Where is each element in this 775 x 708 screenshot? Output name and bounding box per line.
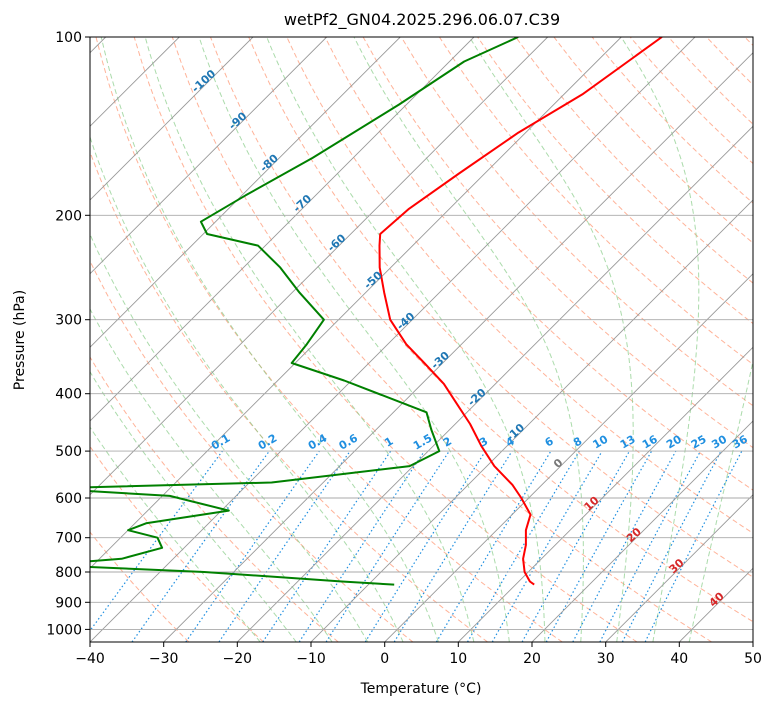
y-tick-label: 800 [55,565,82,581]
mixing-ratio-line [262,450,392,642]
x-tick-label: 20 [523,651,541,667]
mixing-ratio-line [218,450,351,642]
dry-adiabat [400,37,753,407]
isotherm-line [90,37,622,569]
moist-adiabat [90,232,369,642]
isotherm-line [384,273,753,642]
dry-adiabat [90,531,190,642]
isotherms [90,37,753,642]
moist-adiabat [90,135,404,642]
isotherm-line [90,37,401,348]
mixing-ratio-line [521,450,631,642]
mixing-ratio-line [393,450,513,642]
isotherm-line [457,346,753,642]
mixing-ratio-line [545,450,653,642]
moist-adiabat [144,37,475,642]
isotherm-line [90,37,475,422]
isotherm-line [531,420,753,642]
moist-adiabat [620,37,700,642]
moist-adiabat [688,358,753,642]
dry-adiabat [210,37,753,623]
x-tick-label: 50 [744,651,762,667]
y-tick-label: 1000 [46,622,82,638]
y-tick-label: 500 [55,444,82,460]
y-tick-label: 100 [55,30,82,46]
dry-adiabats [90,37,753,642]
mixing-ratio-lines [90,450,743,642]
dewpoint-line [90,37,519,586]
x-tick-label: 0 [380,651,389,667]
y-tick-label: 900 [55,595,82,611]
isotherm-line [90,37,254,201]
dry-adiabat [90,150,488,642]
series-layer [90,37,663,586]
mixing-ratio-line [131,450,270,642]
y-tick-label: 600 [55,491,82,507]
isotherm-line [605,494,753,642]
mixing-ratio-line [572,450,677,642]
isotherm-line [236,125,753,642]
y-tick-label: 700 [55,531,82,547]
plot-frame [89,36,754,643]
dry-adiabat [438,37,753,366]
x-axis-ticks: −40 −30 −20 −10 0 10 20 30 40 50 [75,642,762,667]
y-tick-label: 400 [55,387,82,403]
mixing-ratio-line [298,450,425,642]
x-tick-label: 40 [670,651,688,667]
mixing-ratio-line [185,450,320,642]
x-axis-label: Temperature (°C) [360,681,482,697]
x-tick-label: 10 [449,651,467,667]
dry-adiabat [248,37,753,578]
x-tick-label: 30 [597,651,615,667]
moist-adiabat [266,37,546,642]
x-tick-label: −20 [223,651,253,667]
mixing-ratio-line [90,450,223,632]
dry-adiabat [515,37,753,284]
y-tick-label: 300 [55,313,82,329]
chart-title: wetPf2_GN04.2025.296.06.07.C39 [284,10,560,30]
isotherm-line [310,199,753,642]
y-tick-label: 200 [55,208,82,224]
x-tick-label: −40 [75,651,105,667]
isotherm-line [163,52,753,642]
dry-adiabat [95,37,563,642]
y-axis-ticks: 100 200 300 400 500 600 700 800 900 1000 [46,30,90,638]
isotherm-line [90,37,696,642]
y-axis-label: Pressure (hPa) [12,290,28,390]
x-tick-label: −10 [296,651,326,667]
moist-adiabat [100,37,439,642]
dry-adiabat [90,356,339,642]
x-tick-label: −30 [149,651,179,667]
isotherm-line [90,37,328,275]
temperature-line [378,37,663,586]
dry-adiabat [324,37,753,491]
dry-adiabat [133,37,638,642]
moist-adiabat [198,37,510,642]
isotherm-line [90,37,549,496]
mixing-ratio-line [644,450,743,642]
moist-adiabat [353,37,584,642]
mixing-ratio-line [325,450,450,642]
moist-adiabat [90,308,333,642]
dry-adiabat [171,37,712,642]
